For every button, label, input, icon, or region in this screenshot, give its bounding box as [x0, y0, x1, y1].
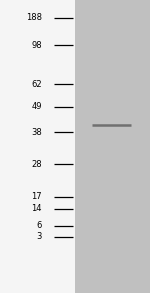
Text: 3: 3	[37, 232, 42, 241]
Text: 38: 38	[31, 128, 42, 137]
Text: 6: 6	[37, 221, 42, 230]
Text: 28: 28	[31, 160, 42, 168]
Text: 98: 98	[31, 41, 42, 50]
Text: 49: 49	[32, 103, 42, 111]
Text: 14: 14	[32, 205, 42, 213]
Text: 62: 62	[31, 80, 42, 89]
Text: 188: 188	[26, 13, 42, 22]
Text: 17: 17	[31, 193, 42, 201]
FancyBboxPatch shape	[0, 0, 75, 293]
